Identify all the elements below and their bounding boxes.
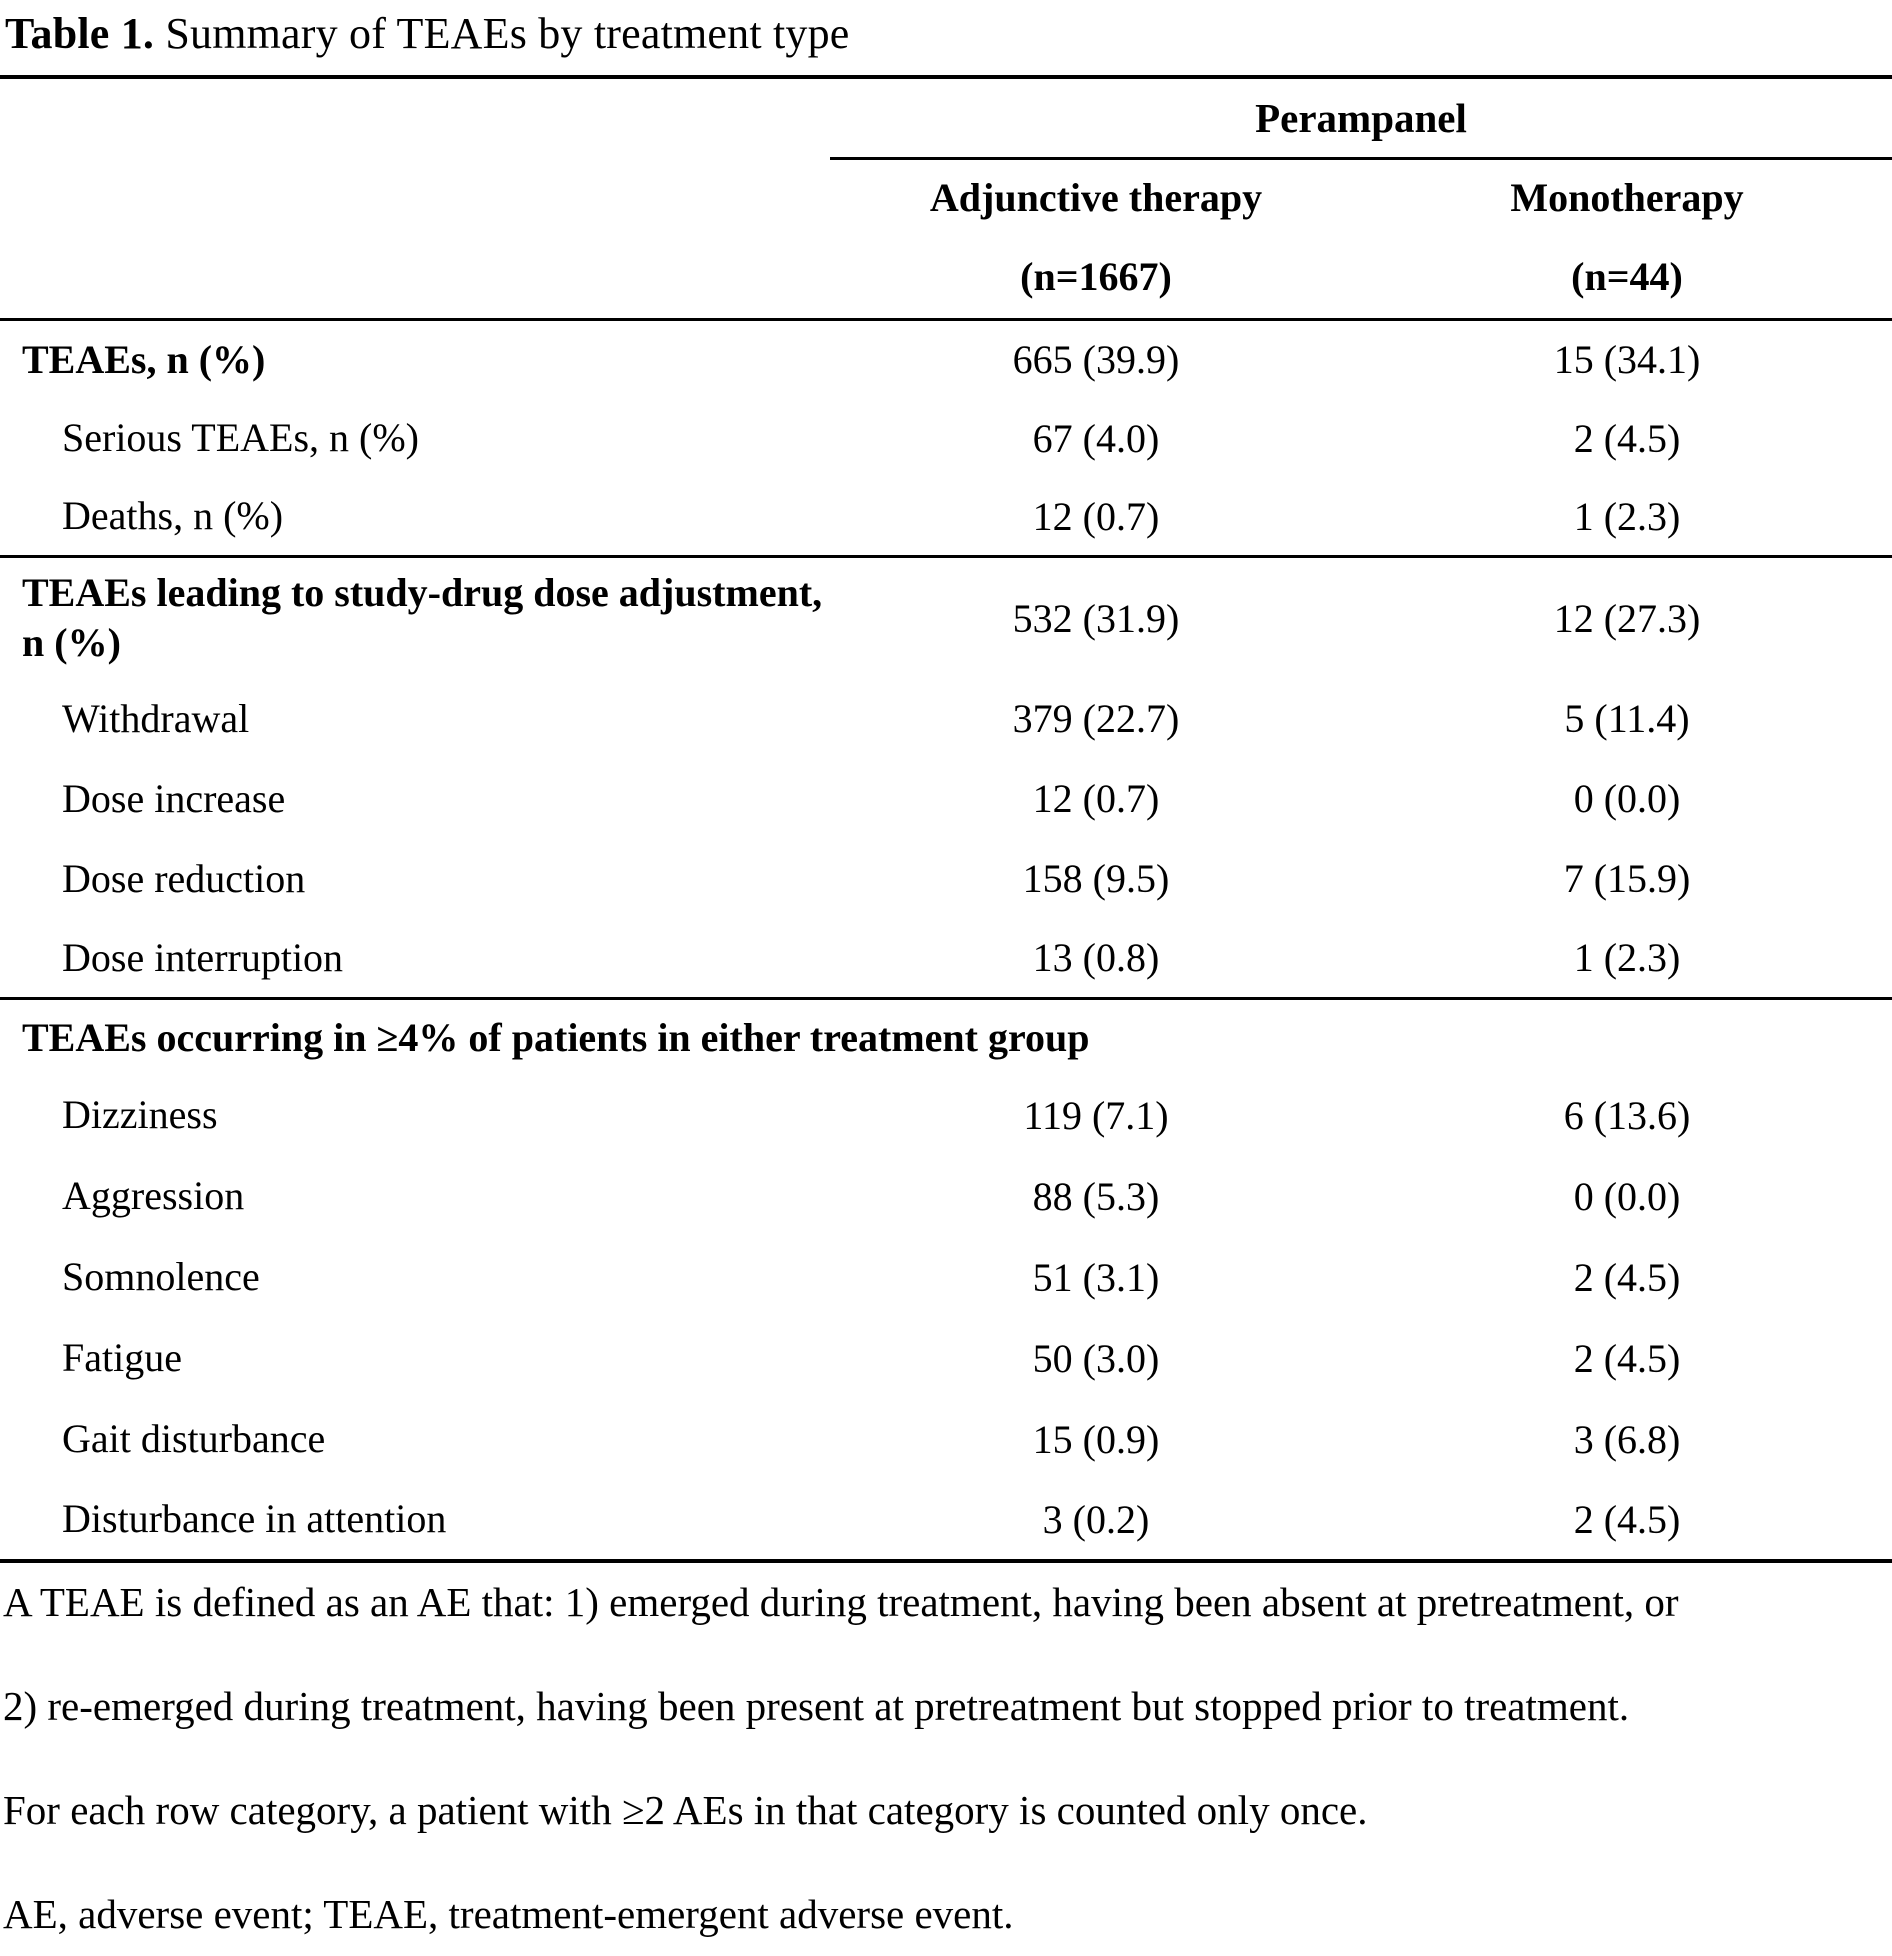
cell-value: 1 (2.3) [1362,918,1892,1000]
empty-cell [0,234,830,321]
footnotes: A TEAE is defined as an AE that: 1) emer… [0,1577,1892,1939]
cell-value: 13 (0.8) [830,918,1362,1000]
row-label: Aggression [62,1173,245,1218]
table-row: Disturbance in attention 3 (0.2) 2 (4.5) [0,1479,1892,1563]
cell-value: 2 (4.5) [1573,1335,1681,1381]
cell-value: 6 (13.6) [1563,1092,1691,1138]
group-header-row: Perampanel [0,75,1892,160]
row-label: Dose interruption [0,918,830,1000]
cell-value: 15 (34.1) [1553,337,1701,383]
footnote-counting-rule: For each row category, a patient with ≥2… [3,1786,1368,1833]
cell-value: 15 (0.9) [1032,1416,1160,1462]
table-row: Deaths, n (%) 12 (0.7) 1 (2.3) [0,477,1892,558]
column-n-row: (n=1667) (n=44) [0,234,1892,321]
footnote-teae-definition-1: A TEAE is defined as an AE that: 1) emer… [3,1578,1679,1625]
cell-value: 2 (4.5) [1573,415,1681,461]
footnote-teae-definition-2: 2) re-emerged during treatment, having b… [3,1682,1630,1729]
cell-value: 2 (4.5) [1362,1479,1892,1563]
row-label: TEAEs, n (%) [22,336,266,382]
cell-value: 665 (39.9) [1012,337,1180,383]
column-header-row: Adjunctive therapy Monotherapy [0,159,1892,235]
cell-value: 379 (22.7) [1012,696,1180,741]
cell-value: 0 (0.0) [1573,776,1681,821]
summary-table: Perampanel Adjunctive therapy Monotherap… [0,75,1892,1563]
cell-value: 119 (7.1) [1023,1092,1169,1138]
table-row: Dose reduction 158 (9.5) 7 (15.9) [0,839,1892,919]
column-header-adjunctive: Adjunctive therapy [929,174,1263,220]
cell-value: 7 (15.9) [1563,856,1691,901]
cell-value: 2 (4.5) [1573,1254,1681,1300]
row-label: Somnolence [62,1254,260,1299]
table-row: TEAEs, n (%) 665 (39.9) 15 (34.1) [0,320,1892,399]
cell-value: 12 (0.7) [1032,776,1160,821]
row-label: TEAEs leading to study-drug dose adjustm… [22,570,823,666]
table-row: Dizziness 119 (7.1) 6 (13.6) [0,1075,1892,1156]
cell-value: 88 (5.3) [1032,1173,1160,1219]
table-caption-text: Summary of TEAEs by treatment type [154,9,850,58]
cell-value: 12 (0.7) [830,477,1362,558]
footnote-abbreviations: AE, adverse event; TEAE, treatment-emerg… [3,1890,1014,1937]
row-label: Deaths, n (%) [0,477,830,558]
column-n-adjunctive: (n=1667) [830,234,1362,321]
table-row: Withdrawal 379 (22.7) 5 (11.4) [0,679,1892,759]
empty-cell [0,159,830,235]
table-row: Dose increase 12 (0.7) 0 (0.0) [0,759,1892,839]
cell-value: 50 (3.0) [1032,1335,1160,1381]
cell-value: 67 (4.0) [1032,415,1160,461]
table-row: TEAEs leading to study-drug dose adjustm… [0,557,1892,679]
row-label: Fatigue [62,1335,182,1380]
section-header: TEAEs occurring in ≥4% of patients in ei… [22,1014,1090,1060]
table-caption: Table 1. Summary of TEAEs by treatment t… [0,0,1892,59]
empty-cell [0,75,830,159]
cell-value: 3 (0.2) [830,1479,1362,1563]
row-label: Dose increase [62,775,286,821]
row-label: Gait disturbance [62,1416,326,1461]
row-label: Withdrawal [62,695,250,741]
row-label: Dose reduction [62,855,306,901]
table-row: Aggression 88 (5.3) 0 (0.0) [0,1156,1892,1237]
table-row: Dose interruption 13 (0.8) 1 (2.3) [0,918,1892,1000]
cell-value: 51 (3.1) [1032,1254,1160,1300]
column-n-monotherapy: (n=44) [1362,234,1892,321]
row-label: Disturbance in attention [0,1479,830,1563]
table-row: Fatigue 50 (3.0) 2 (4.5) [0,1318,1892,1399]
cell-value: 5 (11.4) [1564,696,1690,741]
row-label: Dizziness [62,1092,218,1137]
column-group-header: Perampanel [830,75,1892,160]
cell-value: 0 (0.0) [1573,1173,1681,1219]
table-row: Somnolence 51 (3.1) 2 (4.5) [0,1237,1892,1318]
cell-value: 12 (27.3) [1553,595,1701,641]
column-header-monotherapy: Monotherapy [1510,174,1744,220]
cell-value: 3 (6.8) [1573,1416,1681,1462]
table-row: Serious TEAEs, n (%) 67 (4.0) 2 (4.5) [0,399,1892,478]
section-header-row: TEAEs occurring in ≥4% of patients in ei… [0,999,1892,1075]
cell-value: 532 (31.9) [1012,595,1180,641]
cell-value: 158 (9.5) [1022,856,1170,901]
row-label: Serious TEAEs, n (%) [62,415,419,460]
table-number: Table 1. [5,9,155,58]
table-row: Gait disturbance 15 (0.9) 3 (6.8) [0,1399,1892,1480]
cell-value: 1 (2.3) [1362,477,1892,558]
